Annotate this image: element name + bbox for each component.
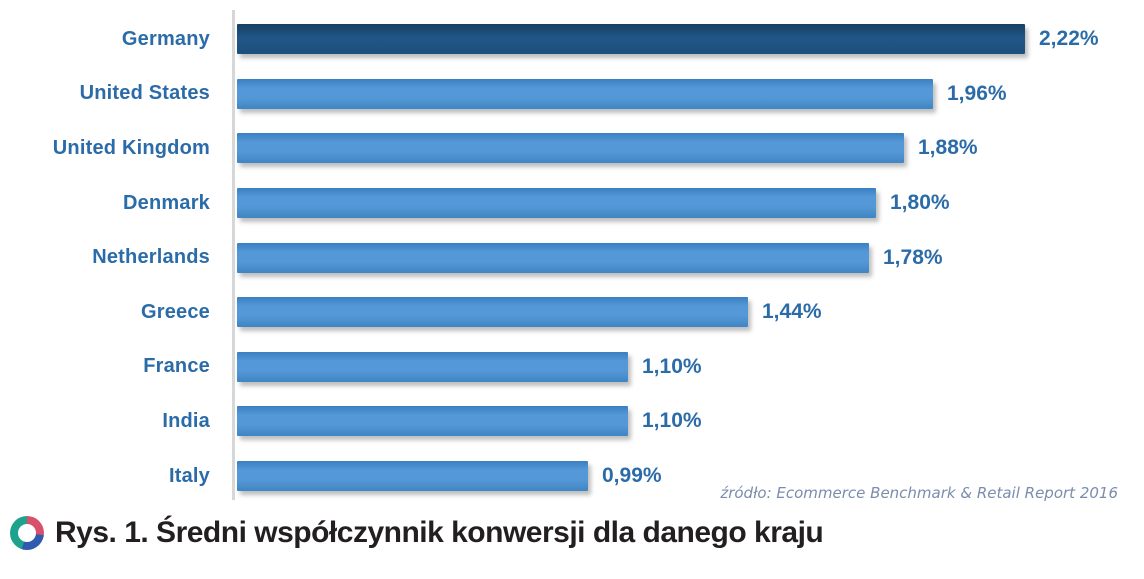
category-label: Italy	[168, 464, 210, 487]
bar-row: United States 1,96%	[0, 67, 1144, 122]
y-axis-line	[232, 10, 235, 500]
bar	[237, 351, 628, 382]
value-label: 1,10%	[642, 354, 702, 378]
caption-text: Rys. 1. Średni współczynnik konwersji dl…	[55, 516, 824, 549]
bar	[237, 78, 933, 109]
bar-row: United Kingdom 1,88%	[0, 121, 1144, 176]
value-label: 1,44%	[762, 300, 822, 324]
bar	[237, 188, 876, 219]
category-label: Germany	[121, 27, 210, 50]
value-label: 0,99%	[602, 464, 662, 488]
bar	[237, 242, 869, 273]
bar-row: Netherlands 1,78%	[0, 230, 1144, 285]
value-label: 1,80%	[890, 191, 950, 215]
bar-row: Greece 1,44%	[0, 285, 1144, 340]
category-label: Netherlands	[92, 246, 210, 269]
bar-row: France 1,10%	[0, 340, 1144, 395]
figure-caption: Rys. 1. Średni współczynnik konwersji dl…	[10, 516, 1144, 550]
bar-row: Denmark 1,80%	[0, 176, 1144, 231]
bar-row: Germany 2,22%	[0, 12, 1144, 67]
donut-chart-icon	[10, 516, 44, 550]
category-label: India	[162, 409, 210, 432]
value-label: 1,88%	[918, 136, 978, 160]
bar-row: India 1,10%	[0, 394, 1144, 449]
category-label: Greece	[140, 300, 210, 323]
bar-chart: Germany 2,22% United States 1,96% United Kin…	[0, 10, 1144, 503]
value-label: 1,10%	[642, 409, 702, 433]
source-note: źródło: Ecommerce Benchmark & Retail Rep…	[720, 484, 1118, 502]
category-label: France	[143, 355, 210, 378]
bar	[237, 406, 628, 437]
value-label: 1,78%	[883, 245, 943, 269]
bar	[237, 461, 588, 492]
bar	[237, 133, 904, 164]
bar	[237, 297, 748, 328]
category-label: Denmark	[123, 191, 210, 214]
bar-row: Italy 0,99%	[0, 449, 1144, 504]
value-label: 1,96%	[947, 81, 1007, 105]
bar	[237, 24, 1025, 55]
bar-rows: Germany 2,22% United States 1,96% United Kin…	[0, 12, 1144, 503]
category-label: United Kingdom	[52, 136, 210, 159]
value-label: 2,22%	[1039, 27, 1099, 51]
category-label: United States	[79, 82, 210, 105]
